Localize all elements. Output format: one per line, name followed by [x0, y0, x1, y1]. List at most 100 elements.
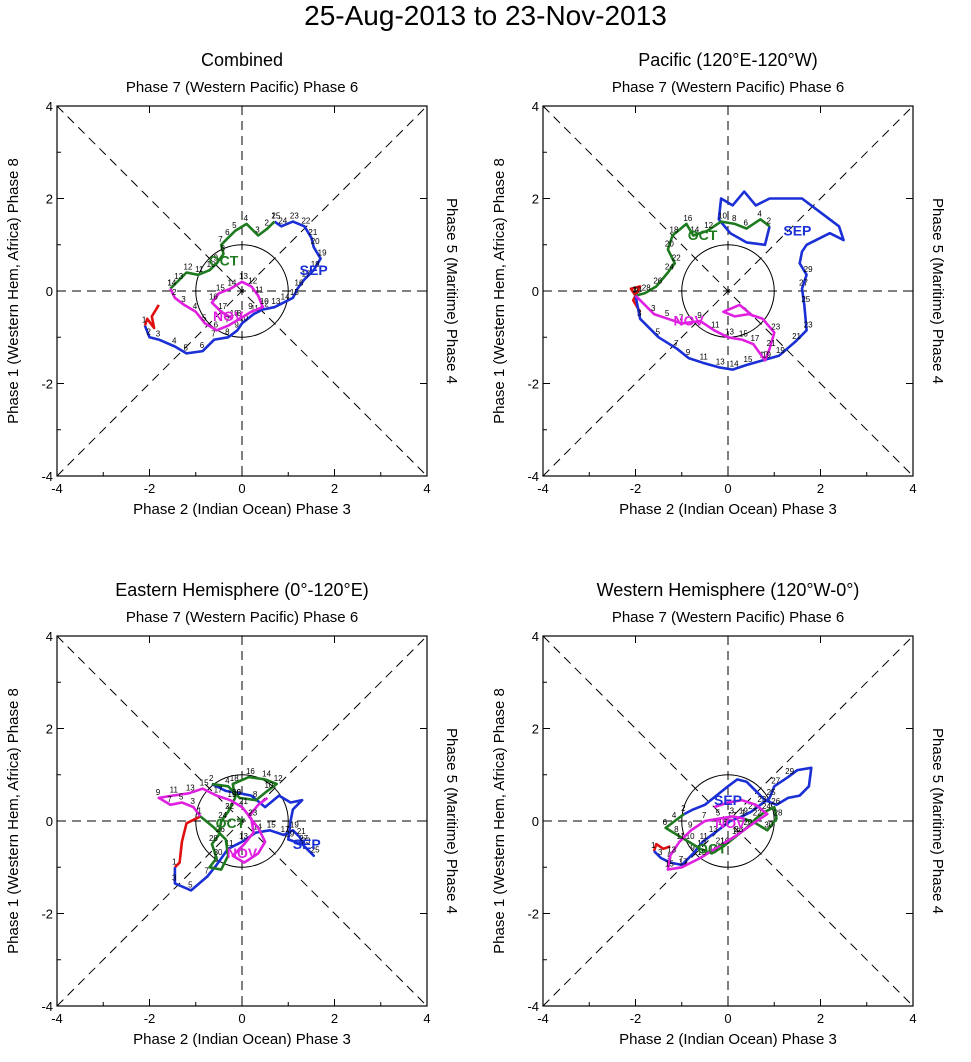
day-label: 15 — [665, 860, 674, 869]
day-label: 3 — [190, 797, 195, 806]
series-line-sep — [653, 766, 813, 867]
day-label: 4 — [672, 811, 677, 820]
day-label: 25 — [767, 788, 776, 797]
day-label: 13 — [239, 832, 248, 841]
axis-label-bottom: Phase 2 (Indian Ocean) Phase 3 — [133, 1031, 351, 1048]
x-tick-label: -2 — [144, 1011, 156, 1026]
day-label: 23 — [734, 825, 743, 834]
day-label: 6 — [744, 219, 749, 228]
day-label: 1 — [197, 806, 202, 815]
day-label: 12 — [248, 276, 257, 285]
day-label: 11 — [676, 832, 685, 841]
day-label: 10 — [264, 781, 273, 790]
day-label: 10 — [207, 260, 216, 269]
day-label: 6 — [237, 788, 242, 797]
day-label: 5 — [232, 221, 237, 230]
day-label: 4 — [757, 209, 762, 218]
day-label: 21 — [748, 802, 757, 811]
day-label: 16 — [295, 279, 304, 288]
day-label: 22 — [225, 802, 234, 811]
day-label: 13 — [709, 825, 718, 834]
day-label: 5 — [202, 313, 207, 322]
day-label: 18 — [670, 226, 679, 235]
day-label: 20 — [744, 818, 753, 827]
axis-label-right: Phase 5 (Maritime) Phase 4 — [929, 198, 946, 384]
series-line-aug — [652, 842, 671, 852]
day-label: 7 — [167, 795, 172, 804]
day-label: 15 — [290, 288, 299, 297]
day-label: 26 — [653, 276, 662, 285]
day-label: 3 — [156, 330, 161, 339]
day-label: 4 — [172, 337, 177, 346]
day-label: 11 — [711, 320, 720, 329]
day-label: 8 — [221, 244, 226, 253]
day-label: 30 — [214, 848, 223, 857]
day-label: 13 — [174, 272, 183, 281]
day-label: 17 — [301, 269, 310, 278]
day-label: 7 — [218, 235, 223, 244]
x-tick-label: -4 — [51, 1011, 63, 1026]
day-label: 17 — [214, 786, 223, 795]
day-label: 15 — [744, 355, 753, 364]
y-tick-label: 4 — [46, 99, 53, 114]
series-line-aug — [143, 304, 160, 330]
series-line-oct — [635, 218, 771, 297]
day-label: 9 — [686, 348, 691, 357]
x-tick-label: -2 — [630, 481, 642, 496]
y-tick-label: -4 — [527, 999, 539, 1014]
x-tick-label: -4 — [51, 481, 63, 496]
day-label: 4 — [225, 776, 230, 785]
day-label: 1 — [167, 279, 172, 288]
y-tick-label: -2 — [527, 907, 539, 922]
day-label: 15 — [739, 330, 748, 339]
day-label: 27 — [771, 776, 780, 785]
day-label: 9 — [156, 788, 161, 797]
day-label: 2 — [264, 219, 269, 228]
day-label: 12 — [260, 300, 269, 309]
day-label: 8 — [732, 214, 737, 223]
day-label: 2 — [172, 288, 177, 297]
day-label: 25 — [271, 212, 280, 221]
day-label: 11 — [251, 304, 260, 313]
day-label: 22 — [301, 216, 310, 225]
day-label: 3 — [658, 848, 663, 857]
x-tick-label: 4 — [909, 1011, 916, 1026]
day-label: 7 — [702, 811, 707, 820]
panel-title: Western Hemisphere (120°W-0°) — [597, 580, 860, 600]
y-tick-label: 2 — [532, 722, 539, 737]
day-label: 24 — [278, 216, 287, 225]
axis-label-top: Phase 7 (Western Pacific) Phase 6 — [612, 79, 844, 96]
x-tick-label: -2 — [144, 481, 156, 496]
axis-label-left: Phase 1 (Western Hem, Africa) Phase 8 — [491, 688, 508, 954]
day-label: 19 — [776, 346, 785, 355]
day-label: 22 — [753, 809, 762, 818]
day-label: 1 — [651, 841, 656, 850]
month-label-oct: OCT — [697, 840, 727, 856]
y-tick-label: 2 — [46, 192, 53, 207]
axis-label-top: Phase 7 (Western Pacific) Phase 6 — [612, 609, 844, 626]
day-label: 26 — [216, 825, 225, 834]
month-label-nov: NOV — [674, 313, 705, 329]
day-label: 29 — [285, 830, 294, 839]
day-label: 18 — [230, 774, 239, 783]
day-label: 6 — [225, 228, 230, 237]
x-tick-label: -4 — [537, 481, 549, 496]
day-label: 15 — [267, 820, 276, 829]
day-label: 8 — [237, 309, 242, 318]
day-label: 5 — [188, 880, 193, 889]
day-label: 6 — [200, 341, 205, 350]
day-label: 3 — [255, 226, 260, 235]
day-label: 19 — [290, 820, 299, 829]
day-label: 5 — [184, 343, 189, 352]
day-label: 10 — [718, 212, 727, 221]
y-tick-label: 2 — [46, 722, 53, 737]
day-label: 15 — [216, 283, 225, 292]
axis-label-left: Phase 1 (Western Hem, Africa) Phase 8 — [5, 688, 22, 954]
x-tick-label: -4 — [537, 1011, 549, 1026]
axis-label-bottom: Phase 2 (Indian Ocean) Phase 3 — [619, 501, 837, 518]
day-label: 23 — [301, 836, 310, 845]
chart-eastern-hemisphere: Eastern Hemisphere (0°-120°E) Phase 7 (We… — [5, 580, 460, 1048]
axis-label-bottom: Phase 2 (Indian Ocean) Phase 3 — [619, 1031, 837, 1048]
day-label: 23 — [771, 323, 780, 332]
day-label: 16 — [209, 293, 218, 302]
